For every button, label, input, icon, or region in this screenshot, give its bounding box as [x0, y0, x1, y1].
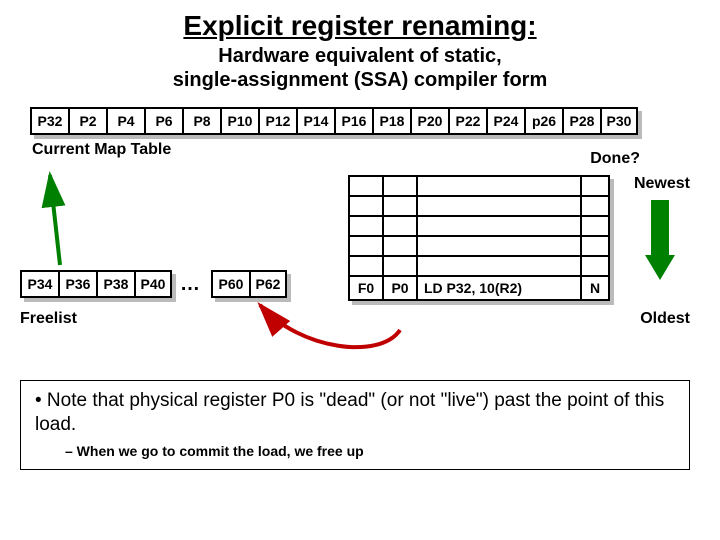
map-cell: P22	[448, 107, 486, 135]
map-cell: P28	[562, 107, 600, 135]
map-cell: p26	[524, 107, 562, 135]
map-cell: P12	[258, 107, 296, 135]
buffer-cell	[580, 177, 610, 195]
map-cell: P14	[296, 107, 334, 135]
buffer-cell	[416, 237, 580, 255]
buffer-row: F0P0LD P32, 10(R2)N	[348, 275, 610, 301]
newest-label: Newest	[634, 175, 690, 193]
buffer-cell	[348, 217, 382, 235]
reorder-buffer: F0P0LD P32, 10(R2)N	[348, 175, 610, 301]
buffer-to-freelist-arrow	[260, 305, 400, 347]
buffer-cell: F0	[348, 277, 382, 299]
newest-oldest-arrow-head	[645, 255, 675, 280]
buffer-cell: P0	[382, 277, 416, 299]
page-title: Explicit register renaming:	[20, 10, 700, 42]
freelist-dots: …	[180, 273, 203, 296]
buffer-cell	[382, 197, 416, 215]
map-cell: P16	[334, 107, 372, 135]
buffer-row	[348, 215, 610, 235]
freelist-to-map-arrow	[50, 175, 60, 265]
done-label: Done?	[590, 150, 640, 168]
buffer-cell	[348, 237, 382, 255]
buffer-cell	[416, 257, 580, 275]
buffer-cell	[382, 237, 416, 255]
note-bullet: • Note that physical register P0 is "dea…	[35, 389, 675, 437]
freelist: P34P36P38P40 … P60P62	[20, 270, 287, 298]
freelist-cell: P40	[134, 270, 172, 298]
buffer-cell: N	[580, 277, 610, 299]
freelist-cell: P38	[96, 270, 134, 298]
buffer-cell	[416, 197, 580, 215]
buffer-row	[348, 255, 610, 275]
buffer-cell	[580, 237, 610, 255]
buffer-row	[348, 235, 610, 255]
buffer-cell	[580, 217, 610, 235]
buffer-cell	[348, 197, 382, 215]
buffer-cell	[580, 197, 610, 215]
buffer-cell: LD P32, 10(R2)	[416, 277, 580, 299]
buffer-cell	[416, 177, 580, 195]
freelist-cell: P62	[249, 270, 287, 298]
oldest-label: Oldest	[640, 310, 690, 328]
page-subtitle: Hardware equivalent of static, single-as…	[20, 44, 700, 92]
map-cell: P30	[600, 107, 638, 135]
map-cell: P8	[182, 107, 220, 135]
buffer-cell	[348, 257, 382, 275]
note-box: • Note that physical register P0 is "dea…	[20, 380, 690, 470]
buffer-row	[348, 195, 610, 215]
freelist-cell: P60	[211, 270, 249, 298]
buffer-cell	[382, 177, 416, 195]
note-sub: – When we go to commit the load, we free…	[65, 443, 675, 459]
buffer-cell	[416, 217, 580, 235]
freelist-cell: P36	[58, 270, 96, 298]
buffer-cell	[382, 257, 416, 275]
map-cell: P24	[486, 107, 524, 135]
buffer-cell	[348, 177, 382, 195]
map-cell: P4	[106, 107, 144, 135]
map-cell: P6	[144, 107, 182, 135]
buffer-cell	[580, 257, 610, 275]
map-cell: P32	[30, 107, 68, 135]
freelist-label: Freelist	[20, 310, 77, 328]
map-table: P32P2P4P6P8P10P12P14P16P18P20P22P24p26P2…	[30, 107, 638, 135]
buffer-row	[348, 175, 610, 195]
map-cell: P20	[410, 107, 448, 135]
map-cell: P18	[372, 107, 410, 135]
freelist-cell: P34	[20, 270, 58, 298]
map-cell: P10	[220, 107, 258, 135]
map-cell: P2	[68, 107, 106, 135]
buffer-cell	[382, 217, 416, 235]
